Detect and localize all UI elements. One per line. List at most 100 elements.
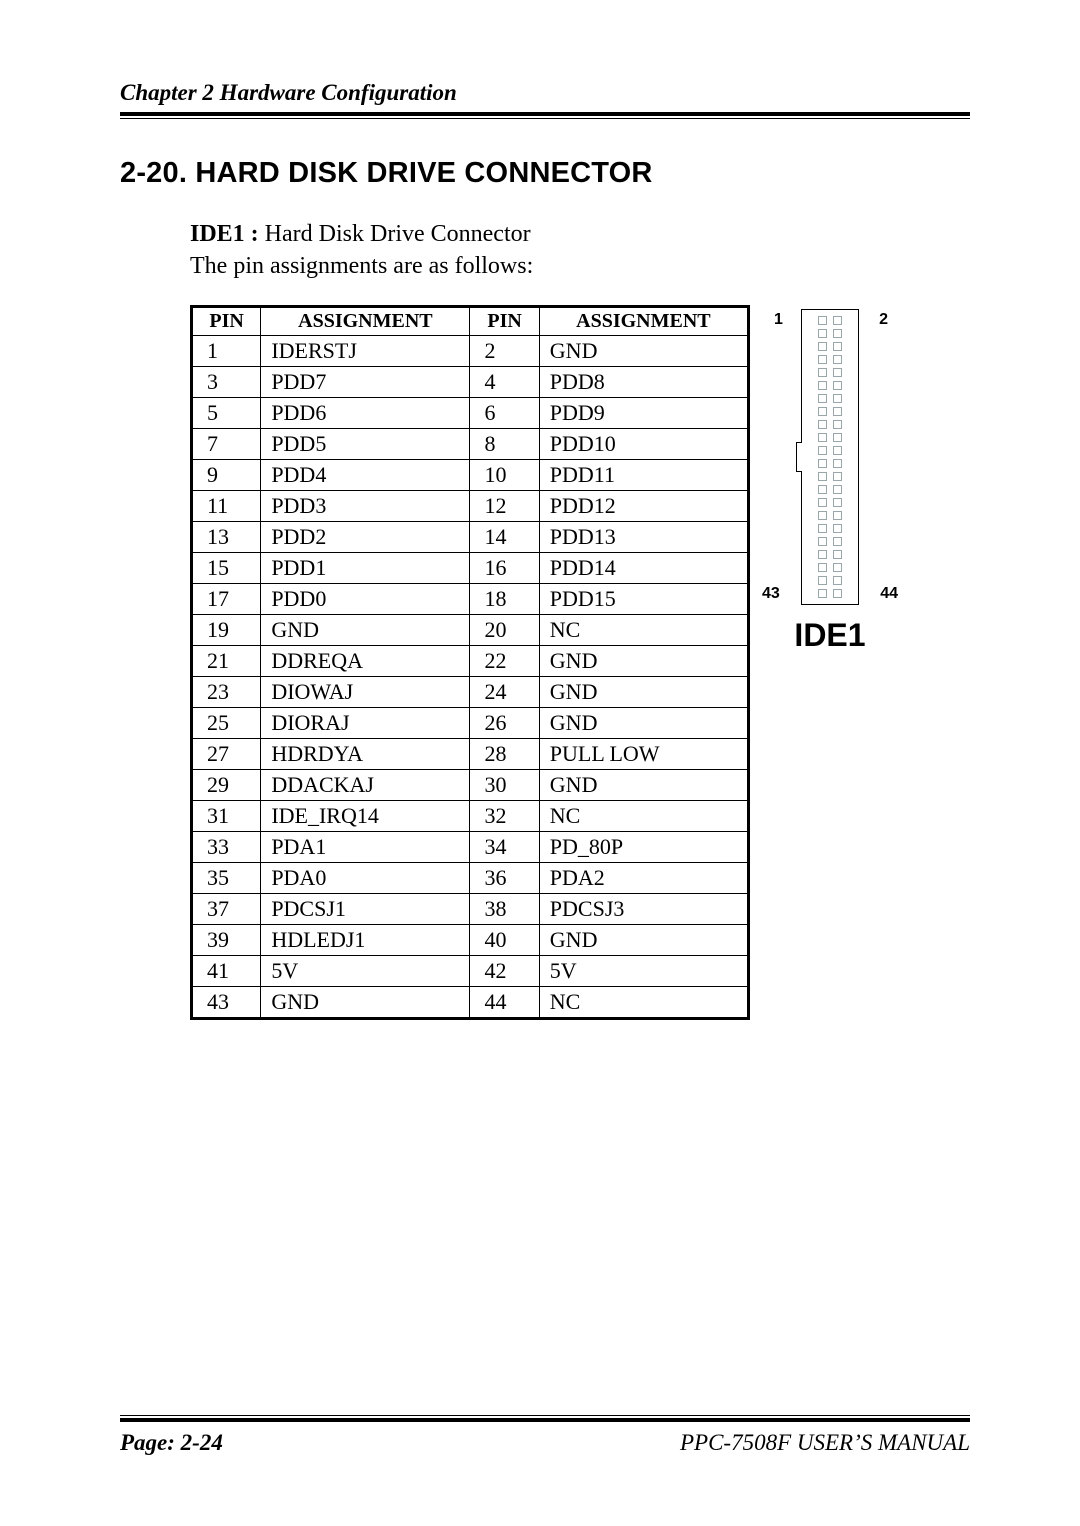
- connector-pin: [818, 316, 827, 325]
- connector-pin: [833, 537, 842, 546]
- connector-pin-row: [818, 589, 842, 598]
- cell-assignment: PDD5: [261, 428, 470, 459]
- cell-pin: 24: [470, 676, 539, 707]
- table-row: 39HDLEDJ140GND: [192, 924, 749, 955]
- connector-label-43: 43: [762, 585, 780, 603]
- cell-pin: 28: [470, 738, 539, 769]
- connector-pin: [818, 524, 827, 533]
- connector-pin-row: [818, 576, 842, 585]
- chapter-header: Chapter 2 Hardware Configuration: [120, 80, 970, 112]
- cell-pin: 38: [470, 893, 539, 924]
- cell-assignment: PDA1: [261, 831, 470, 862]
- table-row: 17PDD018PDD15: [192, 583, 749, 614]
- cell-pin: 10: [470, 459, 539, 490]
- footer-manual-prefix: PPC-7508F USER: [680, 1430, 853, 1455]
- connector-pin: [818, 472, 827, 481]
- cell-pin: 21: [192, 645, 261, 676]
- connector-pin: [833, 511, 842, 520]
- content-row: PIN ASSIGNMENT PIN ASSIGNMENT 1IDERSTJ2G…: [190, 305, 970, 1020]
- cell-assignment: PDD10: [539, 428, 748, 459]
- cell-pin: 34: [470, 831, 539, 862]
- connector-pin: [833, 485, 842, 494]
- page: Chapter 2 Hardware Configuration 2-20. H…: [0, 0, 1080, 1526]
- cell-pin: 15: [192, 552, 261, 583]
- cell-assignment: NC: [539, 986, 748, 1018]
- table-row: 27HDRDYA28PULL LOW: [192, 738, 749, 769]
- cell-pin: 2: [470, 335, 539, 366]
- connector-pin: [833, 589, 842, 598]
- connector-label-2: 2: [879, 311, 888, 329]
- cell-assignment: PDD7: [261, 366, 470, 397]
- connector-pin: [833, 498, 842, 507]
- table-row: 19GND20NC: [192, 614, 749, 645]
- cell-pin: 11: [192, 490, 261, 521]
- cell-assignment: GND: [539, 707, 748, 738]
- cell-assignment: HDLEDJ1: [261, 924, 470, 955]
- connector-pin: [833, 459, 842, 468]
- cell-pin: 22: [470, 645, 539, 676]
- cell-assignment: PDD9: [539, 397, 748, 428]
- cell-assignment: PDD0: [261, 583, 470, 614]
- connector-pin-row: [818, 511, 842, 520]
- connector-label-1: 1: [774, 311, 783, 329]
- cell-pin: 39: [192, 924, 261, 955]
- pin-table: PIN ASSIGNMENT PIN ASSIGNMENT 1IDERSTJ2G…: [190, 305, 750, 1020]
- connector-pin: [833, 550, 842, 559]
- connector-pin: [818, 563, 827, 572]
- connector-pin: [833, 524, 842, 533]
- connector-pin: [818, 433, 827, 442]
- cell-pin: 7: [192, 428, 261, 459]
- cell-assignment: DDREQA: [261, 645, 470, 676]
- connector-pin-row: [818, 498, 842, 507]
- cell-pin: 41: [192, 955, 261, 986]
- cell-pin: 1: [192, 335, 261, 366]
- cell-assignment: PDA0: [261, 862, 470, 893]
- cell-pin: 19: [192, 614, 261, 645]
- cell-pin: 33: [192, 831, 261, 862]
- connector-pin: [833, 472, 842, 481]
- cell-assignment: DIORAJ: [261, 707, 470, 738]
- cell-assignment: DDACKAJ: [261, 769, 470, 800]
- cell-pin: 23: [192, 676, 261, 707]
- header-rule-thin: [120, 118, 970, 119]
- connector-pin: [833, 407, 842, 416]
- connector-pin: [818, 459, 827, 468]
- cell-pin: 17: [192, 583, 261, 614]
- connector-notch: [796, 442, 802, 472]
- cell-pin: 6: [470, 397, 539, 428]
- connector-pin-row: [818, 394, 842, 403]
- connector-caption: IDE1: [790, 617, 870, 654]
- table-row: 1IDERSTJ2GND: [192, 335, 749, 366]
- connector-pin-row: [818, 485, 842, 494]
- table-row: 43GND44NC: [192, 986, 749, 1018]
- connector-pin: [818, 407, 827, 416]
- table-row: 3PDD74PDD8: [192, 366, 749, 397]
- connector-pin: [833, 446, 842, 455]
- table-row: 21DDREQA22GND: [192, 645, 749, 676]
- intro-block: IDE1 : Hard Disk Drive Connector The pin…: [190, 218, 970, 283]
- connector-pin-row: [818, 368, 842, 377]
- cell-assignment: PULL LOW: [539, 738, 748, 769]
- cell-pin: 25: [192, 707, 261, 738]
- connector-pin: [833, 576, 842, 585]
- table-row: 15PDD116PDD14: [192, 552, 749, 583]
- cell-assignment: 5V: [261, 955, 470, 986]
- connector-pin-row: [818, 342, 842, 351]
- cell-pin: 31: [192, 800, 261, 831]
- cell-pin: 42: [470, 955, 539, 986]
- cell-assignment: PDD14: [539, 552, 748, 583]
- cell-pin: 37: [192, 893, 261, 924]
- connector-pin: [833, 329, 842, 338]
- cell-assignment: IDE_IRQ14: [261, 800, 470, 831]
- connector-pin-row: [818, 355, 842, 364]
- connector-pin-row: [818, 524, 842, 533]
- cell-assignment: PDD3: [261, 490, 470, 521]
- cell-assignment: PD_80P: [539, 831, 748, 862]
- cell-pin: 12: [470, 490, 539, 521]
- connector-pin: [818, 420, 827, 429]
- connector-diagram: 1 2 43 44 IDE1: [790, 309, 870, 654]
- table-row: 23DIOWAJ24GND: [192, 676, 749, 707]
- connector-pin: [833, 368, 842, 377]
- cell-pin: 35: [192, 862, 261, 893]
- cell-pin: 30: [470, 769, 539, 800]
